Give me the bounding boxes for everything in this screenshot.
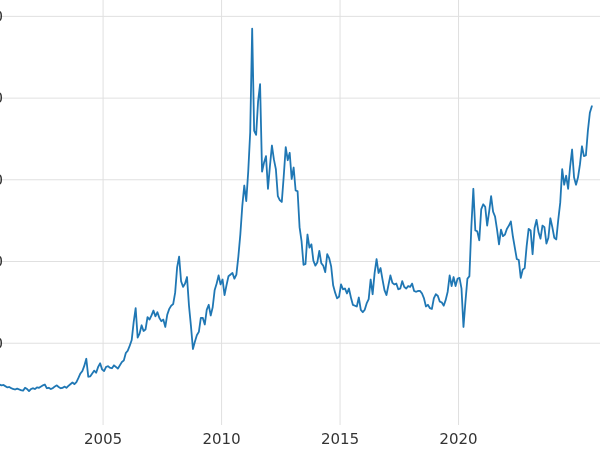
y-tick-label: 20	[0, 253, 3, 271]
x-tick-label: 2020	[439, 430, 477, 448]
y-tick-label: 50	[0, 7, 3, 25]
x-tick-label: 2010	[202, 430, 240, 448]
x-tick-label: 2015	[321, 430, 359, 448]
y-tick-label: 30	[0, 171, 3, 189]
x-tick-label: 2005	[84, 430, 122, 448]
y-tick-label: 10	[0, 334, 3, 352]
price-line	[0, 27, 593, 392]
y-tick-label: 40	[0, 89, 3, 107]
